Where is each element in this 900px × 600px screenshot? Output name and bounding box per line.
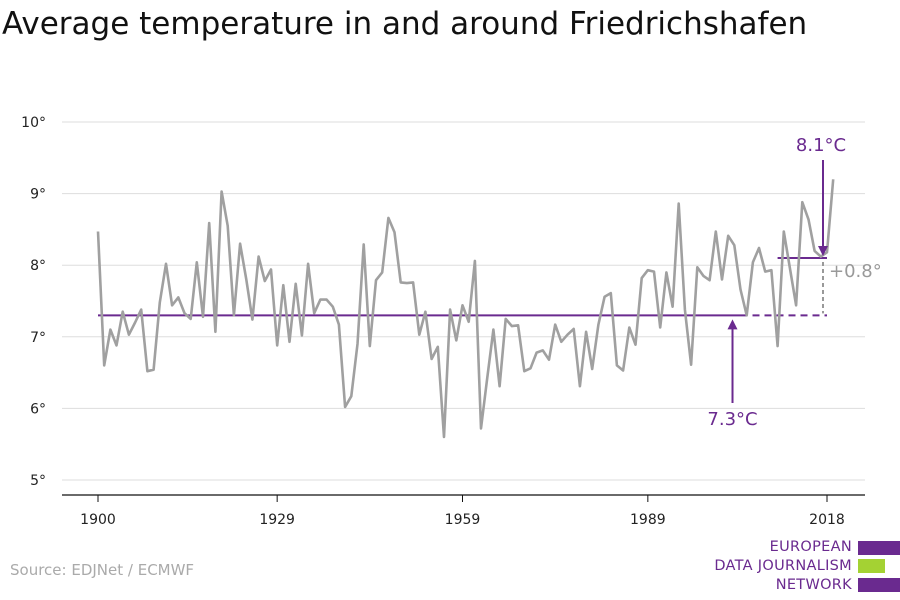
y-tick-label: 7° [30,330,46,346]
y-tick-label: 6° [30,401,46,417]
arrow-7-3-head [727,319,738,330]
source-note: Source: EDJNet / ECMWF [10,561,195,579]
logo-line-1: EUROPEAN [769,539,852,555]
chart-title: Average temperature in and around Friedr… [2,6,808,42]
x-tick-label: 2018 [809,512,845,528]
y-tick-label: 10° [21,115,46,131]
logo-bar-purple-bottom [858,578,900,592]
logo-line-2: DATA JOURNALISM [714,558,852,574]
y-tick-label: 9° [30,187,46,203]
x-tick-label: 1900 [80,512,116,528]
temperature-series-line [96,179,835,439]
label-difference: +0.8° [829,261,882,282]
series-layer [96,179,835,439]
y-tick-labels: 5° 6° 7° 8° 9° 10° [21,115,46,489]
y-tick-label: 8° [30,258,46,274]
x-tick-label: 1959 [445,512,481,528]
annotations: 8.1°C 7.3°C +0.8° [707,135,881,430]
logo-line-3: NETWORK [775,577,852,593]
reference-lines [98,257,827,317]
label-baseline-mean: 7.3°C [707,409,757,430]
logo-bar-purple-top [858,541,900,555]
x-tick-label: 1989 [630,512,666,528]
arrow-8-1-head [818,246,828,257]
logo-bar-green [858,559,885,573]
edjnet-logo: EUROPEAN DATA JOURNALISM NETWORK [700,538,900,598]
x-tick-label: 1929 [259,512,295,528]
label-recent-mean: 8.1°C [796,135,846,156]
x-axis: 1900 1929 1959 1989 2018 [62,494,865,528]
y-tick-label: 5° [30,473,46,489]
